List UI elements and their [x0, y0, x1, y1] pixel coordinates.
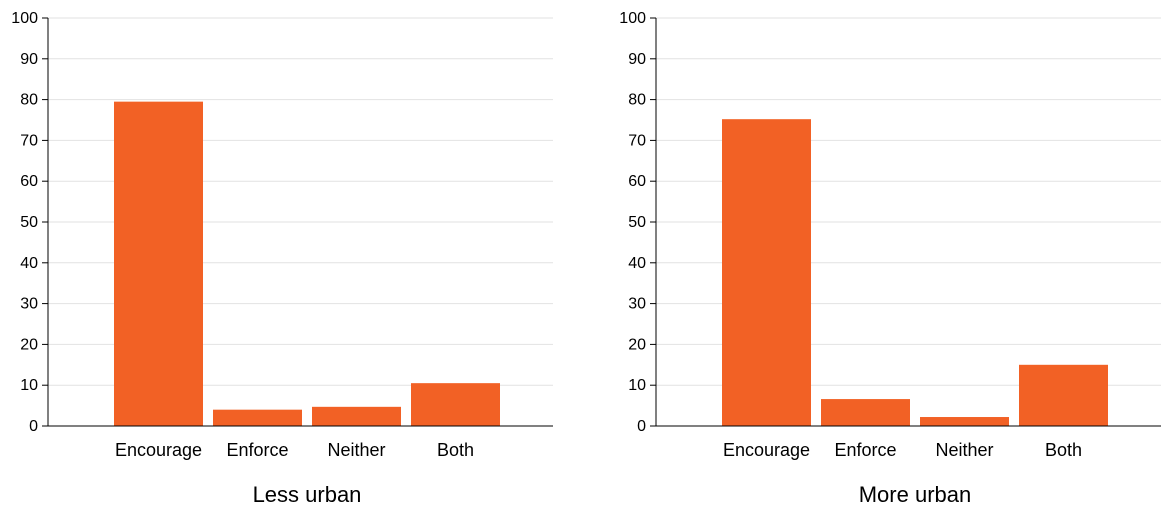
y-tick-label: 70	[628, 132, 646, 149]
y-tick-label: 20	[20, 336, 38, 353]
y-tick-label: 0	[637, 418, 646, 435]
chart-panel-less-urban: 0 10 20 30 40 50 60 70 80 90 100 Encourage Enforce Ne…	[11, 10, 553, 507]
y-tick-label: 20	[628, 336, 646, 353]
y-tick-label: 60	[20, 173, 38, 190]
y-tick-label: 10	[628, 377, 646, 394]
chart-title: More urban	[859, 482, 972, 507]
bar-both	[411, 383, 500, 426]
x-category-label: Encourage	[723, 440, 810, 460]
x-category-label: Encourage	[115, 440, 202, 460]
x-category-label: Enforce	[226, 440, 288, 460]
bar-encourage	[114, 101, 203, 426]
chart-panel-more-urban: 0 10 20 30 40 50 60 70 80 90 100 Encourage Enforce Ne…	[619, 10, 1161, 507]
y-tick-label: 90	[20, 51, 38, 68]
bar-neither	[920, 417, 1009, 426]
x-category-label: Enforce	[834, 440, 896, 460]
y-tick-label: 0	[29, 418, 38, 435]
y-tick-label: 30	[20, 296, 38, 313]
chart-title: Less urban	[253, 482, 362, 507]
bar-both	[1019, 364, 1108, 426]
x-category-label: Neither	[327, 440, 385, 460]
y-tick-label: 70	[20, 132, 38, 149]
bar-neither	[312, 406, 401, 426]
y-tick-label: 80	[628, 92, 646, 109]
y-tick-label: 100	[11, 10, 38, 27]
y-tick-label: 80	[20, 92, 38, 109]
y-tick-label: 40	[20, 255, 38, 272]
x-category-label: Both	[437, 440, 474, 460]
bar-enforce	[213, 409, 302, 426]
y-tick-label: 60	[628, 173, 646, 190]
x-category-label: Neither	[935, 440, 993, 460]
x-category-label: Both	[1045, 440, 1082, 460]
y-tick-label: 90	[628, 51, 646, 68]
bar-enforce	[821, 399, 910, 426]
y-tick-label: 50	[20, 214, 38, 231]
y-tick-label: 50	[628, 214, 646, 231]
y-tick-label: 30	[628, 296, 646, 313]
y-tick-label: 40	[628, 255, 646, 272]
y-tick-label: 10	[20, 377, 38, 394]
bar-encourage	[722, 119, 811, 427]
y-tick-label: 100	[619, 10, 646, 27]
